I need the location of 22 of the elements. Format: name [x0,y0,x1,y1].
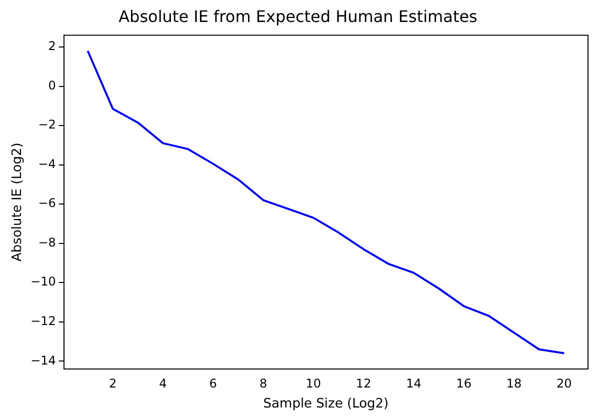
y-tick-label: −14 [30,353,56,368]
x-tick-label: 2 [109,376,117,390]
x-tick-label: 16 [456,376,472,390]
x-tick-label: 4 [159,376,167,390]
x-tick-label: 18 [506,376,522,390]
x-tick-label: 20 [556,376,572,390]
y-tick-label: −6 [38,196,56,210]
x-tick-label: 8 [259,376,268,390]
x-axis-title: Sample Size (Log2) [263,396,389,412]
y-tick-label: −2 [38,118,56,132]
y-tick-label: −8 [38,235,56,250]
x-tick-label: 12 [356,376,372,390]
y-tick-label: 0 [48,78,56,92]
y-tick-label: −10 [30,274,56,289]
chart-title: Absolute IE from Expected Human Estimates [118,6,478,26]
y-tick-label: 2 [48,39,56,54]
y-tick-label: −4 [38,156,56,171]
y-axis-title: Absolute IE (Log2) [10,142,26,262]
x-tick-label: 14 [406,376,422,390]
x-tick-label: 10 [306,376,322,390]
y-tick-label: −12 [30,314,56,328]
x-tick-label: 6 [209,376,217,390]
